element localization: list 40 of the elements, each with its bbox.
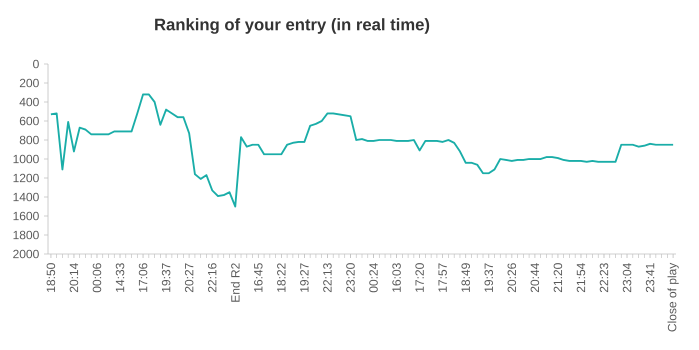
y-tick-label: 1600: [14, 212, 39, 220]
y-tick-label: 800: [20, 136, 39, 144]
y-tick-label: 600: [20, 116, 39, 126]
x-tick-label: 17:20: [415, 263, 424, 292]
x-tick-label: 14:33: [116, 263, 124, 292]
x-tick-label: 17:57: [438, 263, 447, 292]
x-tick-label: 18:49: [461, 263, 470, 292]
x-tick-label: Close of play: [668, 262, 679, 332]
x-tick-label: 20:14: [70, 263, 78, 292]
x-tick-label: 22:13: [323, 263, 332, 292]
y-tick-label: 0: [33, 60, 39, 68]
x-tick-label: 23:20: [346, 263, 355, 292]
x-tick-label: 22:16: [208, 263, 216, 292]
x-tick-label: 20:44: [530, 263, 540, 292]
x-tick-label: 18:22: [277, 263, 286, 292]
x-tick-label: 00:06: [92, 263, 102, 292]
x-tick-label: 21:54: [576, 263, 586, 292]
x-tick-label: 17:06: [138, 263, 148, 292]
x-tick-label: 20:27: [184, 263, 194, 292]
x-tick-label: 22:23: [600, 263, 608, 292]
x-tick-label: 16:03: [392, 263, 401, 292]
y-tick-label: 1000: [14, 154, 39, 164]
x-tick-label: 00:24: [369, 263, 378, 292]
y-tick-label: 1400: [14, 192, 39, 202]
x-tick-label: End R2: [230, 263, 240, 302]
x-tick-label: 19:37: [162, 263, 170, 292]
x-tick-label: 21:20: [554, 263, 562, 292]
x-tick-label: 23:41: [646, 263, 654, 292]
y-tick-label: 200: [20, 78, 39, 88]
x-tick-label: 20:26: [508, 263, 516, 292]
y-tick-label: 1200: [14, 174, 39, 182]
x-tick-label: 18:50: [46, 263, 56, 292]
y-tick-label: 2000: [13, 250, 39, 258]
x-tick-label: 19:37: [484, 263, 494, 292]
chart-title: Ranking of your entry (in real time): [155, 18, 430, 34]
x-tick-label: 19:27: [300, 263, 309, 292]
y-tick-label: 400: [20, 98, 39, 106]
x-tick-label: 16:45: [254, 263, 263, 292]
x-tick-label: 23:04: [622, 263, 632, 292]
y-tick-label: 1800: [14, 230, 39, 240]
